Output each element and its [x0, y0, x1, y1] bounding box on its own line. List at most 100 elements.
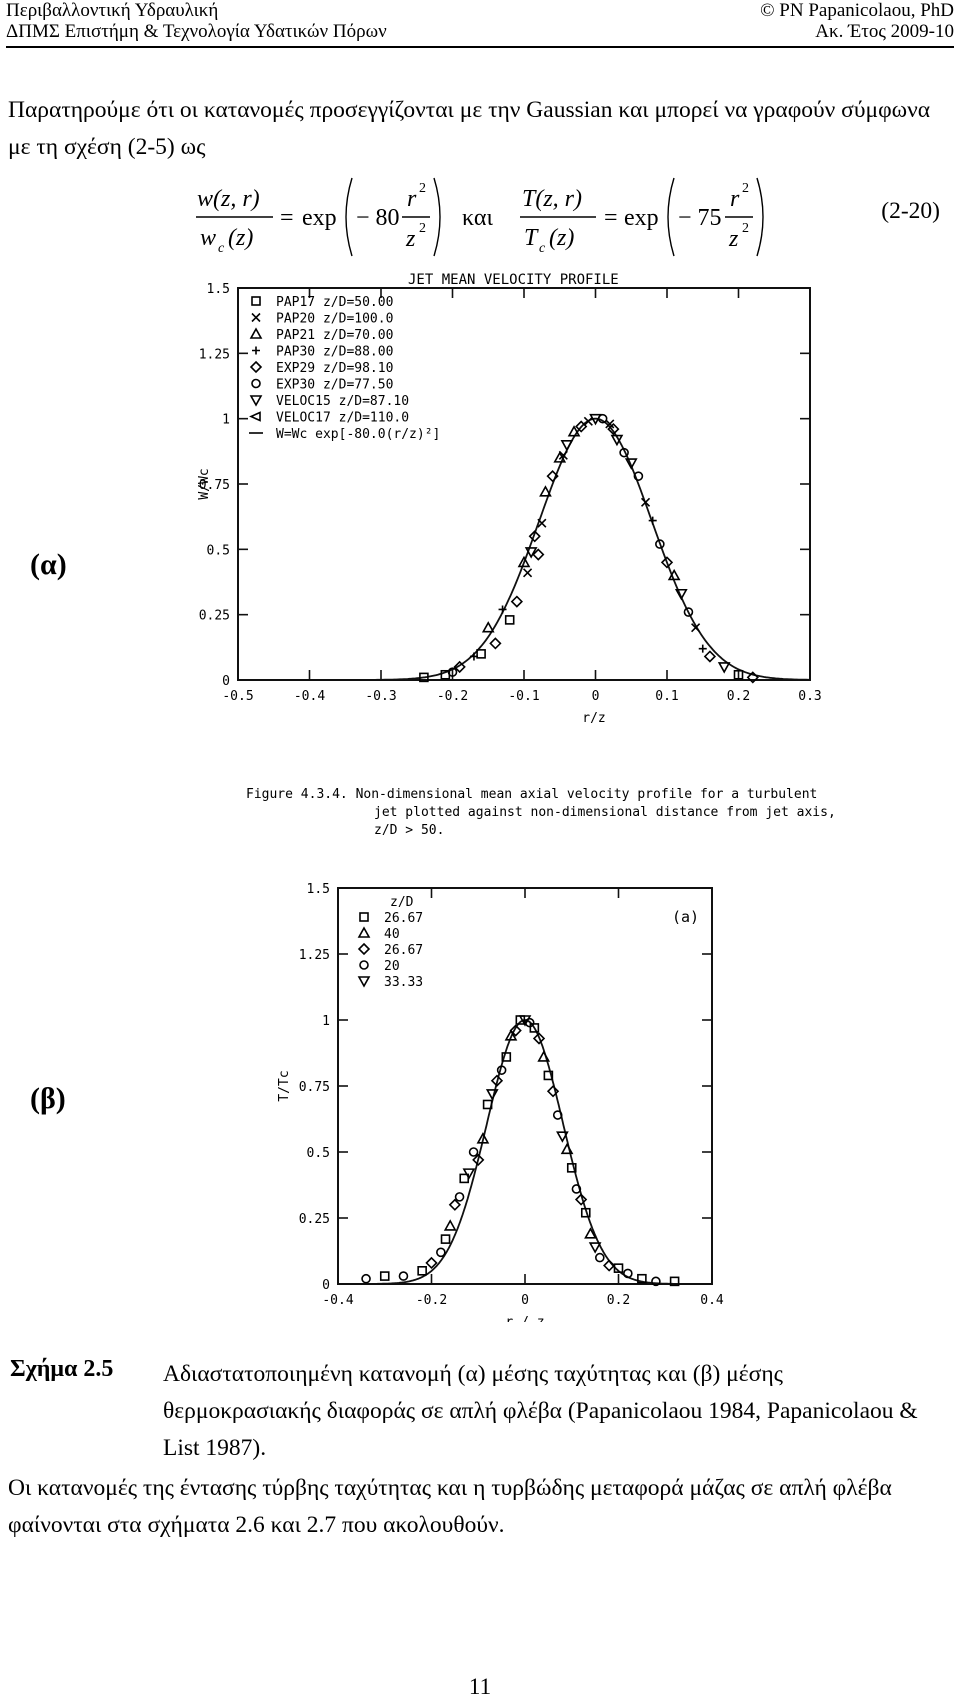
y-tick-label: 0.75: [299, 1080, 330, 1095]
data-point: [546, 1085, 560, 1098]
eq-ratio2-num-power: 2: [742, 181, 749, 196]
data-point: [440, 1234, 451, 1244]
x-tick-label: 0: [521, 1293, 529, 1308]
chart-title: JET MEAN VELOCITY PROFILE: [408, 272, 619, 288]
figure-a-caption-line-2: jet plotted against non-dimensional dist…: [374, 805, 836, 820]
data-point: [610, 434, 624, 447]
x-tick-label: 0.2: [727, 689, 750, 704]
x-tick-label: -0.1: [508, 689, 539, 704]
data-point: [448, 1198, 462, 1211]
course-title: Περιβαλλοντική Υδραυλική: [6, 0, 219, 21]
eq-lhs2-denominator: T: [524, 225, 539, 251]
gaussian-curve: [338, 1019, 712, 1285]
figure-b: -0.4 -0.2 0 0.2 0.4 0 0.25 0.5 0.75 1 1.25 1.5 r / z…: [272, 872, 782, 1330]
data-point: [528, 530, 541, 543]
data-point: [567, 425, 581, 437]
data-point: [543, 1070, 554, 1081]
data-point: [425, 1256, 438, 1270]
y-tick-label: 1.25: [199, 347, 230, 362]
data-point: [249, 327, 263, 339]
data-point: [674, 588, 688, 601]
data-point: [251, 296, 261, 306]
data-point: [537, 1050, 551, 1062]
page-number: 11: [468, 1674, 492, 1699]
data-point: [566, 1163, 577, 1173]
eq-lhs1-subscript: c: [218, 241, 225, 256]
figure-a-caption-line-1: Figure 4.3.4. Non-dimensional mean axial…: [246, 787, 817, 802]
equation-graphic: w(z, r) w c (z) = exp − 80 r 2 z 2 και T…: [196, 177, 764, 257]
data-point: [249, 360, 263, 374]
data-point: [504, 615, 515, 625]
data-point: [357, 976, 371, 988]
data-point: [605, 419, 615, 429]
data-point: [436, 1247, 446, 1258]
eq-equals-1: =: [280, 205, 294, 231]
data-point: [472, 1153, 485, 1167]
intro-paragraph: Παρατηρούμε ότι οι κατανομές προσεγγίζον…: [8, 97, 931, 160]
data-point: [603, 1259, 616, 1272]
data-point: [624, 458, 638, 470]
legend-entry: EXP29 z/D=98.10: [276, 361, 393, 376]
data-point: [683, 607, 694, 617]
data-point: [359, 960, 369, 970]
data-point: [539, 485, 552, 497]
data-point: [468, 1147, 479, 1157]
x-tick-label: 0.4: [700, 1293, 724, 1308]
legend-title: z/D: [390, 895, 414, 910]
y-tick-label: 1.25: [299, 948, 330, 963]
eq-ratio1-num: r: [407, 186, 417, 212]
eq-connector: και: [462, 205, 493, 231]
x-tick-label: 0: [592, 689, 600, 704]
eq-lhs2-subscript: c: [539, 241, 546, 256]
data-point: [249, 411, 261, 422]
legend-entry: VELOC15 z/D=87.10: [276, 394, 409, 409]
data-point: [571, 1184, 582, 1194]
y-tick-label: 1.5: [207, 282, 230, 297]
data-point: [733, 669, 744, 680]
data-point: [532, 548, 545, 561]
data-point: [717, 662, 731, 674]
data-point: [660, 556, 674, 569]
data-point: [584, 1227, 597, 1239]
data-point: [447, 667, 458, 677]
eq-ratio1-num-power: 2: [419, 181, 426, 196]
eq-lhs1-numerator: w(z, r): [197, 186, 260, 212]
data-point: [510, 595, 523, 608]
equation-2-20: w(z, r) w c (z) = exp − 80 r 2 z 2 και T…: [0, 168, 960, 268]
panel-label-b: (β): [30, 1082, 66, 1115]
x-tick-label: -0.4: [294, 689, 325, 704]
data-point: [462, 1168, 476, 1180]
eq-ratio2-den-power: 2: [742, 221, 749, 236]
eq-exp-1: exp: [302, 205, 337, 231]
data-point: [619, 447, 629, 458]
eq-ratio1-den-power: 2: [419, 221, 426, 236]
data-point: [537, 518, 547, 528]
data-point: [419, 672, 429, 683]
data-point: [453, 660, 466, 674]
header-right: © PN Papanicolaou, PhD Ακ. Έτος 2009-10: [760, 0, 954, 42]
data-point: [583, 416, 593, 426]
data-point: [524, 547, 538, 559]
y-tick-label: 0.5: [307, 1146, 330, 1161]
legend-entry: PAP17 z/D=50.00: [276, 295, 393, 310]
data-point: [637, 1273, 647, 1284]
data-point: [359, 912, 369, 922]
velocity-profile-chart: -0.5 -0.4 -0.3 -0.2 -0.1 0 0.1 0.2 0.3 0 0.25 0.5 0.…: [197, 272, 836, 838]
data-point: [496, 1065, 507, 1075]
data-point: [580, 1207, 591, 1218]
data-point: [623, 1268, 633, 1279]
legend-entry: 33.33: [384, 975, 423, 990]
data-point: [746, 671, 759, 684]
data-point: [588, 1242, 602, 1254]
data-point: [481, 621, 495, 633]
data-point: [251, 312, 261, 323]
data-point: [518, 1015, 532, 1027]
data-point: [560, 440, 574, 452]
y-tick-label: 1.5: [307, 882, 330, 897]
data-point: [574, 1193, 588, 1206]
temperature-profile-chart: -0.4 -0.2 0 0.2 0.4 0 0.25 0.5 0.75 1 1.25 1.5 r / z…: [277, 882, 724, 1330]
data-point: [560, 1142, 574, 1155]
eq-lhs1-argument: (z): [228, 225, 253, 251]
data-point: [482, 1099, 493, 1110]
y-tick-label: 1: [322, 1014, 330, 1029]
